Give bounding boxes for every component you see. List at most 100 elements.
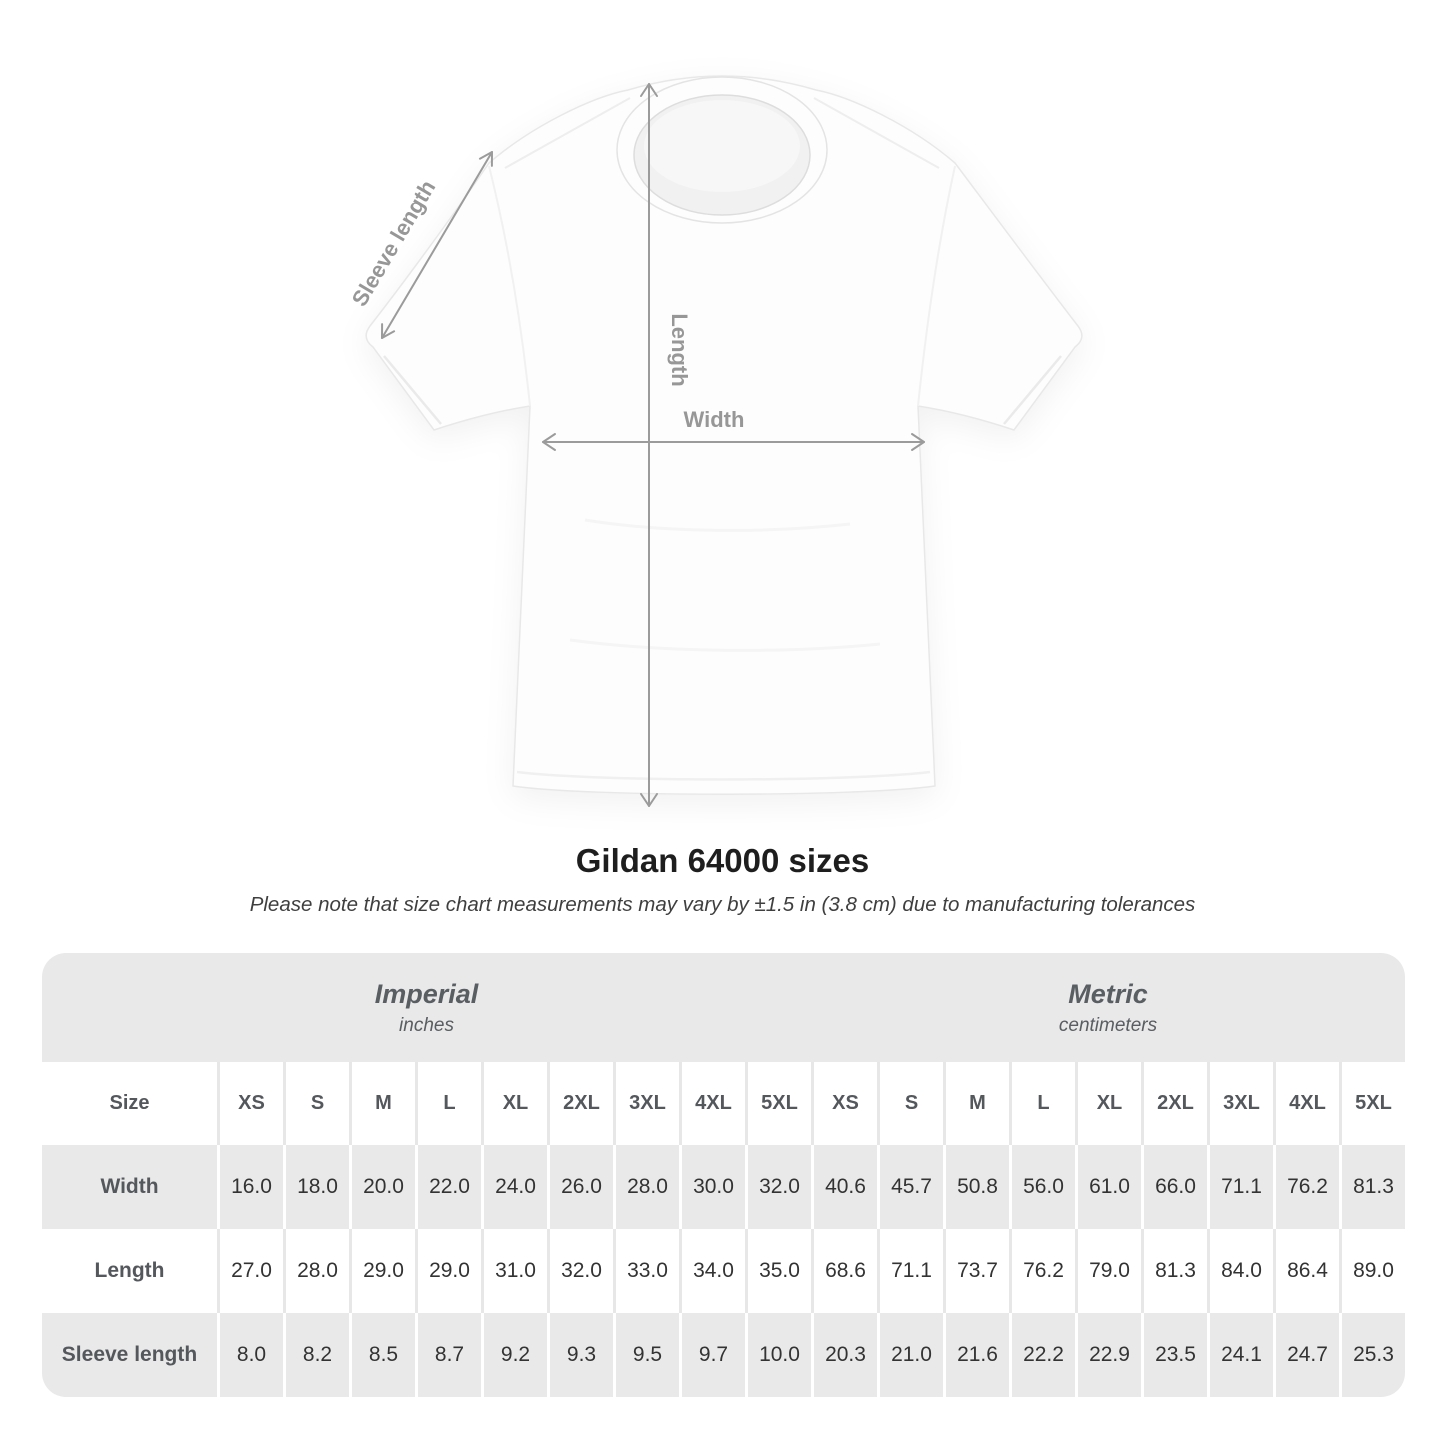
page-title: Gildan 64000 sizes: [575, 842, 870, 879]
imperial-value-cell: 30.0: [679, 1145, 745, 1229]
metric-value-cell: 20.3: [811, 1313, 877, 1397]
metric-size-header: 5XL: [1339, 1062, 1405, 1145]
imperial-value-cell: 20.0: [349, 1145, 415, 1229]
left-sleeve-hem: [383, 355, 442, 425]
metric-value-cell: 66.0: [1141, 1145, 1207, 1229]
metric-size-header: 3XL: [1207, 1062, 1273, 1145]
metric-size-header: 4XL: [1273, 1062, 1339, 1145]
metric-value-cell: 21.6: [943, 1313, 1009, 1397]
metric-value-cell: 76.2: [1009, 1229, 1075, 1313]
metric-value-cell: 22.9: [1075, 1313, 1141, 1397]
imperial-value-cell: 9.3: [547, 1313, 613, 1397]
tshirt-body: [365, 75, 1083, 795]
imperial-value-cell: 8.2: [283, 1313, 349, 1397]
metric-size-header: S: [877, 1062, 943, 1145]
metric-value-cell: 68.6: [811, 1229, 877, 1313]
imperial-size-header: 3XL: [613, 1062, 679, 1145]
imperial-value-cell: 26.0: [547, 1145, 613, 1229]
imperial-value-cell: 28.0: [283, 1229, 349, 1313]
imperial-size-header: 4XL: [679, 1062, 745, 1145]
unit-header-imperial: Imperial inches: [42, 953, 811, 1062]
metric-label: Metric: [1068, 978, 1148, 1009]
imperial-unit-label: inches: [399, 1014, 454, 1036]
metric-size-header: XL: [1075, 1062, 1141, 1145]
imperial-value-cell: 32.0: [547, 1229, 613, 1313]
imperial-value-cell: 9.7: [679, 1313, 745, 1397]
imperial-value-cell: 9.5: [613, 1313, 679, 1397]
imperial-value-cell: 29.0: [415, 1229, 481, 1313]
size-header-row: Size XS S M L XL 2XL 3XL 4XL 5XL XS S M L XL 2XL 3XL 4XL 5…: [42, 1062, 1405, 1145]
metric-value-cell: 73.7: [943, 1229, 1009, 1313]
imperial-value-cell: 31.0: [481, 1229, 547, 1313]
metric-size-header: M: [943, 1062, 1009, 1145]
length-dimension-arrow: [640, 83, 658, 807]
right-sleeve-hem: [1003, 355, 1062, 425]
row-label: Sleeve length: [61, 1343, 198, 1366]
metric-value-cell: 50.8: [943, 1145, 1009, 1229]
imperial-size-header: 5XL: [745, 1062, 811, 1145]
imperial-value-cell: 18.0: [283, 1145, 349, 1229]
row-label: Width: [100, 1175, 159, 1198]
metric-value-cell: 71.1: [1207, 1145, 1273, 1229]
imperial-value-cell: 22.0: [415, 1145, 481, 1229]
unit-header-band: Imperial inches Metric centimeters: [42, 953, 1405, 1062]
tshirt-graphic: [365, 75, 1083, 795]
imperial-value-cell: 28.0: [613, 1145, 679, 1229]
length-label: Length: [667, 313, 692, 386]
metric-value-cell: 71.1: [877, 1229, 943, 1313]
metric-value-cell: 86.4: [1273, 1229, 1339, 1313]
imperial-value-cell: 8.7: [415, 1313, 481, 1397]
metric-value-cell: 23.5: [1141, 1313, 1207, 1397]
imperial-size-header: 2XL: [547, 1062, 613, 1145]
metric-value-cell: 22.2: [1009, 1313, 1075, 1397]
imperial-value-cell: 32.0: [745, 1145, 811, 1229]
width-dimension-arrow: [542, 433, 925, 451]
metric-unit-label: centimeters: [1058, 1014, 1158, 1036]
wrinkle: [569, 638, 881, 652]
bottom-hem: [516, 770, 931, 781]
imperial-size-header: L: [415, 1062, 481, 1145]
imperial-size-header: XL: [481, 1062, 547, 1145]
imperial-value-cell: 34.0: [679, 1229, 745, 1313]
imperial-value-cell: 8.5: [349, 1313, 415, 1397]
metric-value-cell: 76.2: [1273, 1145, 1339, 1229]
imperial-value-cell: 33.0: [613, 1229, 679, 1313]
length-row: Length 27.0 28.0 29.0 29.0 31.0 32.0 33.0 34.0 35…: [42, 1229, 1405, 1313]
sleeve-length-dimension-arrow: [381, 151, 493, 339]
left-sleeve-seam: [488, 165, 531, 407]
right-shoulder-seam: [813, 97, 940, 169]
metric-value-cell: 24.7: [1273, 1313, 1339, 1397]
metric-value-cell: 61.0: [1075, 1145, 1141, 1229]
width-row: Width 16.0 18.0 20.0 22.0 24.0 26.0 28.0 30.0 32.…: [42, 1145, 1405, 1229]
metric-value-cell: 81.3: [1141, 1229, 1207, 1313]
imperial-size-header: S: [283, 1062, 349, 1145]
imperial-value-cell: 8.0: [217, 1313, 283, 1397]
metric-value-cell: 45.7: [877, 1145, 943, 1229]
imperial-value-cell: 16.0: [217, 1145, 283, 1229]
metric-value-cell: 25.3: [1339, 1313, 1405, 1397]
metric-size-header: XS: [811, 1062, 877, 1145]
collar-back-fabric: [644, 100, 800, 192]
metric-value-cell: 81.3: [1339, 1145, 1405, 1229]
left-shoulder-seam: [504, 97, 631, 169]
imperial-size-header: M: [349, 1062, 415, 1145]
metric-value-cell: 21.0: [877, 1313, 943, 1397]
size-table: Imperial inches Metric centimeters Size X…: [42, 953, 1405, 1397]
metric-value-cell: 84.0: [1207, 1229, 1273, 1313]
wrinkle: [584, 518, 851, 532]
imperial-size-header: XS: [217, 1062, 283, 1145]
metric-size-header: 2XL: [1141, 1062, 1207, 1145]
imperial-value-cell: 9.2: [481, 1313, 547, 1397]
metric-value-cell: 24.1: [1207, 1313, 1273, 1397]
unit-header-metric: Metric centimeters: [811, 953, 1405, 1062]
metric-value-cell: 89.0: [1339, 1229, 1405, 1313]
right-sleeve-seam: [917, 165, 956, 407]
metric-size-header: L: [1009, 1062, 1075, 1145]
row-label: Length: [94, 1259, 165, 1282]
metric-value-cell: 56.0: [1009, 1145, 1075, 1229]
imperial-value-cell: 27.0: [217, 1229, 283, 1313]
metric-value-cell: 40.6: [811, 1145, 877, 1229]
tolerance-note: Please note that size chart measurements…: [249, 893, 1196, 916]
imperial-label: Imperial: [374, 978, 479, 1009]
